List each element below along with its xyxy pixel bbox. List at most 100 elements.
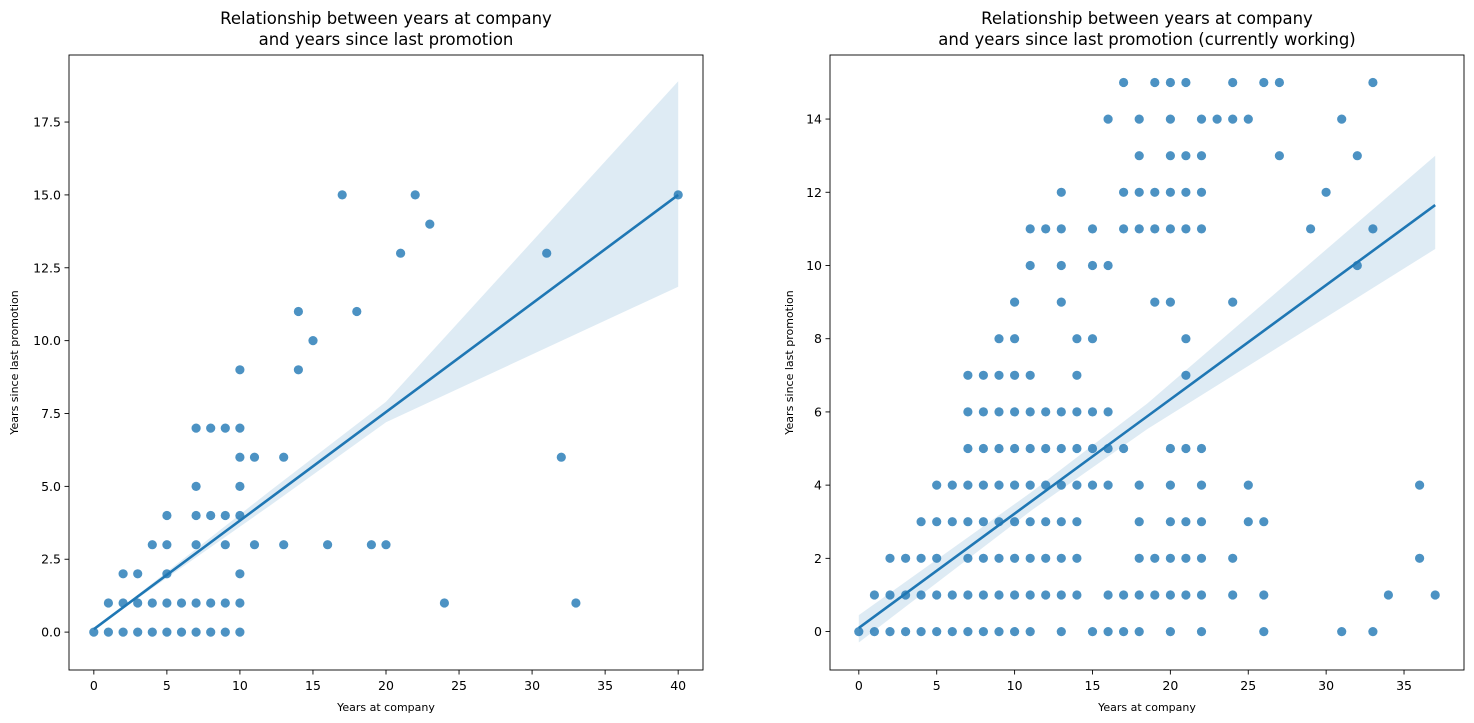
x-tick-label: 40 [670,678,686,693]
data-point [978,517,989,527]
data-point [1056,553,1066,563]
data-point [1041,517,1051,527]
data-point [133,627,143,637]
data-point [1025,370,1035,380]
data-point [1196,553,1207,563]
data-point [963,407,973,417]
data-point [1087,480,1098,490]
data-point [235,481,245,491]
data-point [1010,517,1020,527]
data-point [932,553,942,563]
data-point [978,590,989,600]
x-axis-label: Years at company [336,701,435,714]
data-point [1056,443,1066,454]
chart-title-line-1: Relationship between years at company [981,9,1313,28]
data-point [235,365,245,375]
data-point [1025,224,1035,234]
data-point [1119,77,1129,88]
data-point [191,598,201,608]
data-point [425,219,435,229]
data-point [1196,627,1207,637]
data-point [191,627,201,637]
data-point [932,590,942,600]
data-point [1134,627,1144,637]
data-point [1212,114,1222,124]
data-point [1150,297,1160,307]
data-point [1103,407,1113,417]
data-point [1087,407,1098,417]
data-point [1134,517,1144,527]
x-tick-label: 30 [1318,678,1334,693]
data-point [206,510,216,521]
data-point [1072,553,1082,563]
data-point [1010,553,1020,563]
data-point [1010,627,1020,637]
data-point [963,553,973,563]
data-point [147,598,157,608]
data-point [89,627,99,637]
data-point [916,553,926,563]
data-point [1274,77,1284,88]
chart-panel-1: 0 5 10 15 20 25 30 35 40 0.0 2.5 5.0 7.5 10.0 12.5 15.0… [8,9,704,714]
data-point [542,248,552,258]
x-tick-label: 25 [451,678,467,693]
data-point [352,306,362,317]
data-point [1150,187,1160,197]
data-point [963,443,973,454]
data-point [235,598,245,608]
y-tick-label: 0.0 [41,625,61,640]
regression-line [93,193,679,631]
data-point [1025,443,1035,454]
data-point [1321,187,1331,197]
data-point [901,553,911,563]
data-point [1072,443,1082,454]
data-point [1134,151,1144,161]
x-tick-label: 35 [1396,678,1412,693]
data-point [963,370,973,380]
data-point [854,627,864,637]
data-point [1196,114,1207,124]
data-point [869,590,880,600]
data-point [916,627,926,637]
data-point [1072,334,1082,344]
data-point [1368,77,1378,88]
data-point [1150,553,1160,563]
data-point [1072,480,1082,490]
data-point [1010,370,1020,380]
data-point [249,540,260,550]
data-point [1228,77,1238,88]
data-point [1134,590,1144,600]
data-point [1134,553,1144,563]
y-tick-label: 15.0 [33,187,61,202]
data-point [1181,553,1191,563]
data-point [162,540,172,550]
data-point [1368,224,1378,234]
data-point [1150,77,1160,88]
data-point [1056,187,1066,197]
data-point [176,627,187,637]
axes-frame [829,54,1465,671]
data-point [1196,151,1207,161]
chart-title-line-2: and years since last promotion (currentl… [938,30,1356,49]
data-point [1181,151,1191,161]
data-point [235,627,245,637]
data-point [963,480,973,490]
data-point [206,598,216,608]
data-point [1383,590,1393,600]
data-point [994,553,1004,563]
data-point [1134,114,1144,124]
data-point [1025,517,1035,527]
regression-line [858,204,1436,629]
data-point [1056,224,1066,234]
y-axis-label: Years since last promotion [8,290,21,435]
data-point [1415,553,1425,563]
y-tick-label: 2 [814,551,822,566]
data-point [1010,480,1020,490]
data-point [885,553,895,563]
data-point [1196,517,1207,527]
data-point [994,443,1004,454]
data-point [1087,627,1098,637]
data-point [571,598,581,608]
data-point [206,423,216,433]
data-point [556,452,566,462]
